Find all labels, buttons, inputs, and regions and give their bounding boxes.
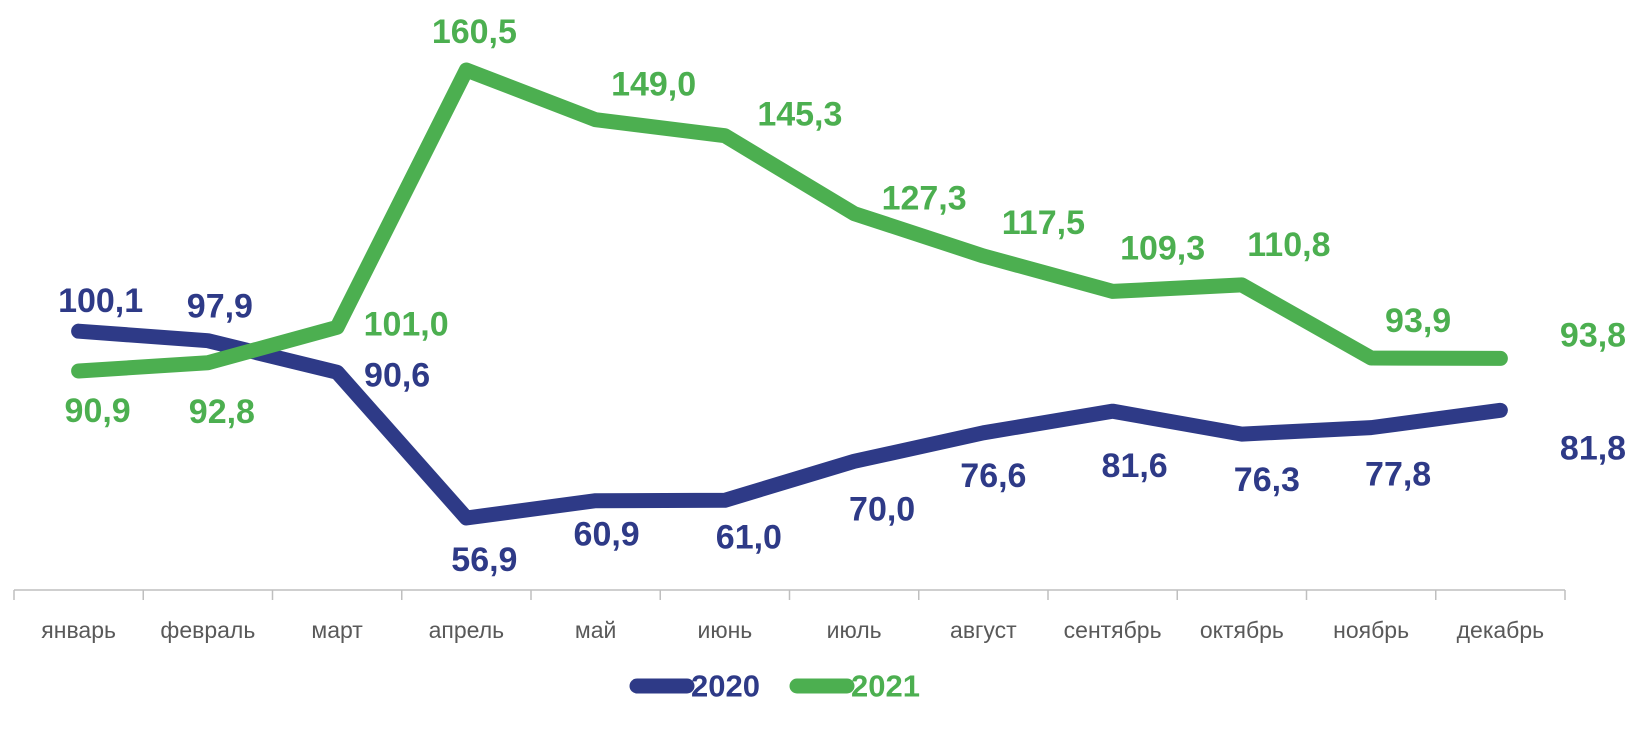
data-label: 92,8	[189, 393, 255, 431]
data-label: 117,5	[1002, 204, 1085, 242]
x-tick-label: сентябрь	[1064, 617, 1162, 643]
data-label: 90,9	[65, 392, 131, 430]
series-line	[71, 62, 1508, 379]
legend-label: 2021	[851, 669, 920, 704]
data-label: 70,0	[849, 490, 915, 528]
x-tick-label: октябрь	[1200, 617, 1284, 643]
x-tick-label: ноябрь	[1333, 617, 1409, 643]
data-label: 61,0	[716, 518, 782, 556]
x-tick-label: февраль	[160, 617, 255, 643]
data-label: 76,3	[1234, 461, 1300, 499]
data-label: 76,6	[960, 457, 1026, 495]
data-label: 81,6	[1102, 447, 1168, 485]
data-label: 100,1	[58, 282, 143, 320]
x-tick-label: март	[311, 617, 363, 643]
data-label: 81,8	[1560, 429, 1626, 467]
data-label: 60,9	[574, 516, 640, 554]
data-label: 160,5	[432, 13, 517, 51]
data-label: 93,8	[1560, 316, 1626, 354]
data-label: 149,0	[611, 66, 696, 104]
data-label: 109,3	[1120, 229, 1205, 267]
data-label: 110,8	[1247, 226, 1330, 264]
x-tick-label: апрель	[429, 617, 504, 643]
data-label: 77,8	[1365, 456, 1431, 494]
x-tick-label: декабрь	[1457, 617, 1545, 643]
data-label: 145,3	[757, 96, 842, 134]
x-tick-label: май	[575, 617, 616, 643]
data-label: 56,9	[451, 541, 517, 579]
x-tick-label: июль	[827, 617, 882, 643]
data-label: 127,3	[882, 180, 967, 218]
x-tick-label: июнь	[697, 617, 752, 643]
x-tick-label: январь	[41, 617, 116, 643]
series-line	[71, 323, 1508, 526]
data-label: 93,9	[1385, 302, 1451, 340]
data-label: 101,0	[364, 305, 449, 343]
data-label: 90,6	[364, 356, 430, 394]
data-label: 97,9	[187, 288, 253, 326]
legend-label: 2020	[691, 669, 760, 704]
x-tick-label: август	[950, 617, 1017, 643]
